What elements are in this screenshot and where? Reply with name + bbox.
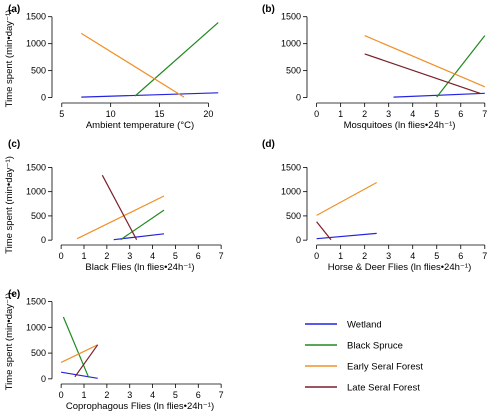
y-tick-label: 0 (296, 235, 301, 245)
x-tick-label: 7 (219, 390, 224, 400)
y-tick-label: 1000 (26, 187, 46, 197)
x-tick-label: 4 (410, 109, 415, 119)
x-tick-label: 4 (150, 251, 155, 261)
x-tick-label: 2 (104, 390, 109, 400)
x-tick-label: 3 (127, 251, 132, 261)
panel-label: (c) (8, 139, 20, 150)
x-tick-label: 0 (314, 251, 319, 261)
panel-label: (d) (262, 139, 275, 150)
y-tick-label: 500 (286, 211, 301, 221)
y-tick-label: 500 (31, 211, 46, 221)
x-axis-label: Mosquitoes (ln flies•24h⁻¹) (344, 120, 456, 131)
y-axis-label: Time spent (min•day⁻¹) (4, 293, 15, 391)
y-tick-label: 500 (31, 66, 46, 76)
x-axis-label: Ambient temperature (°C) (86, 120, 194, 131)
x-tick-label: 20 (203, 109, 213, 119)
x-tick-label: 2 (362, 109, 367, 119)
y-axis-label: Time spent (min•day⁻¹) (4, 156, 15, 254)
y-tick-label: 0 (41, 93, 46, 103)
x-tick-label: 6 (458, 251, 463, 261)
x-axis-label: Coprophagous Flies (ln flies•24h⁻¹) (66, 401, 214, 412)
panel-c: (c) 0 500 1000 1500 0 1 2 3 4 5 6 7 Black Flies (ln f… (4, 139, 224, 273)
x-tick-label: 1 (338, 109, 343, 119)
x-tick-label: 3 (386, 251, 391, 261)
y-tick-label: 1000 (281, 187, 301, 197)
y-tick-label: 1500 (26, 162, 46, 172)
legend-label-late-seral-forest: Late Seral Forest (347, 383, 420, 394)
series-line-late-seral-forest (364, 53, 481, 94)
x-tick-label: 1 (81, 390, 86, 400)
x-tick-label: 5 (434, 251, 439, 261)
y-tick-label: 1500 (281, 162, 301, 172)
series-line-black-spruce (120, 209, 165, 241)
x-tick-label: 0 (314, 109, 319, 119)
series-line-black-spruce (134, 22, 219, 97)
x-tick-label: 3 (127, 390, 132, 400)
x-tick-label: 1 (338, 251, 343, 261)
panel-label: (b) (262, 4, 275, 15)
y-tick-label: 500 (31, 348, 46, 358)
x-tick-label: 2 (362, 251, 367, 261)
x-tick-label: 0 (59, 390, 64, 400)
y-tick-label: 0 (41, 374, 46, 384)
panel-a: (a) 0 500 1000 1500 5 10 15 20 Ambient temperatur… (4, 4, 219, 131)
x-tick-label: 7 (482, 109, 487, 119)
x-tick-label: 10 (106, 109, 116, 119)
x-tick-label: 4 (410, 251, 415, 261)
x-tick-label: 5 (59, 109, 64, 119)
series-line-early-seral-forest (364, 35, 486, 88)
x-tick-label: 15 (155, 109, 165, 119)
series-line-late-seral-forest (101, 174, 138, 240)
y-tick-label: 500 (286, 66, 301, 76)
series-line-black-spruce (436, 35, 486, 98)
series-line-late-seral-forest (316, 221, 332, 241)
x-tick-label: 4 (150, 390, 155, 400)
x-tick-label: 3 (386, 109, 391, 119)
legend-label-black-spruce: Black Spruce (347, 341, 403, 352)
panel-e: (e) 0 500 1000 1500 0 1 2 3 4 5 6 7 Coprophagous Flie… (4, 289, 224, 412)
series-line-wetland (316, 232, 377, 240)
series-line-early-seral-forest (316, 181, 377, 216)
x-tick-label: 6 (196, 390, 201, 400)
panel-b: (b) 0 500 1000 1500 0 1 2 3 4 5 6 7 Mosquitoes (ln fl… (262, 4, 487, 131)
x-tick-label: 5 (173, 251, 178, 261)
series-line-wetland (61, 371, 98, 379)
series-line-black-spruce (62, 316, 90, 378)
panel-label: (a) (8, 4, 20, 15)
series-line-early-seral-forest (76, 195, 165, 240)
panel-d: (d) 0 500 1000 1500 0 1 2 3 4 5 6 7 Horse & Deer Flie… (262, 139, 487, 273)
y-axis-label: Time spent (min•day⁻¹) (4, 10, 15, 108)
x-tick-label: 6 (458, 109, 463, 119)
x-tick-label: 1 (81, 251, 86, 261)
series-line-wetland (393, 92, 485, 98)
y-tick-label: 1500 (26, 12, 46, 22)
x-tick-label: 2 (104, 251, 109, 261)
legend-label-early-seral-forest: Early Seral Forest (347, 362, 423, 373)
x-axis-label: Black Flies (ln flies•24h⁻¹) (85, 262, 194, 273)
series-line-late-seral-forest (74, 344, 99, 378)
x-tick-label: 6 (196, 251, 201, 261)
x-axis-label: Horse & Deer Flies (ln flies•24h⁻¹) (328, 262, 472, 273)
legend: Wetland Black Spruce Early Seral Forest Lat… (305, 320, 423, 394)
y-tick-label: 1500 (281, 12, 301, 22)
y-tick-label: 1000 (26, 39, 46, 49)
y-tick-label: 0 (296, 93, 301, 103)
x-tick-label: 0 (59, 251, 64, 261)
series-line-early-seral-forest (80, 32, 185, 98)
x-tick-label: 7 (482, 251, 487, 261)
y-tick-label: 1000 (281, 39, 301, 49)
x-tick-label: 5 (434, 109, 439, 119)
y-tick-label: 1500 (26, 297, 46, 307)
x-tick-label: 7 (219, 251, 224, 261)
series-line-wetland (81, 92, 219, 98)
x-tick-label: 5 (173, 390, 178, 400)
y-tick-label: 1000 (26, 322, 46, 332)
panel-label: (e) (8, 289, 20, 300)
series-line-early-seral-forest (60, 344, 98, 363)
y-tick-label: 0 (41, 235, 46, 245)
legend-label-wetland: Wetland (347, 320, 382, 331)
